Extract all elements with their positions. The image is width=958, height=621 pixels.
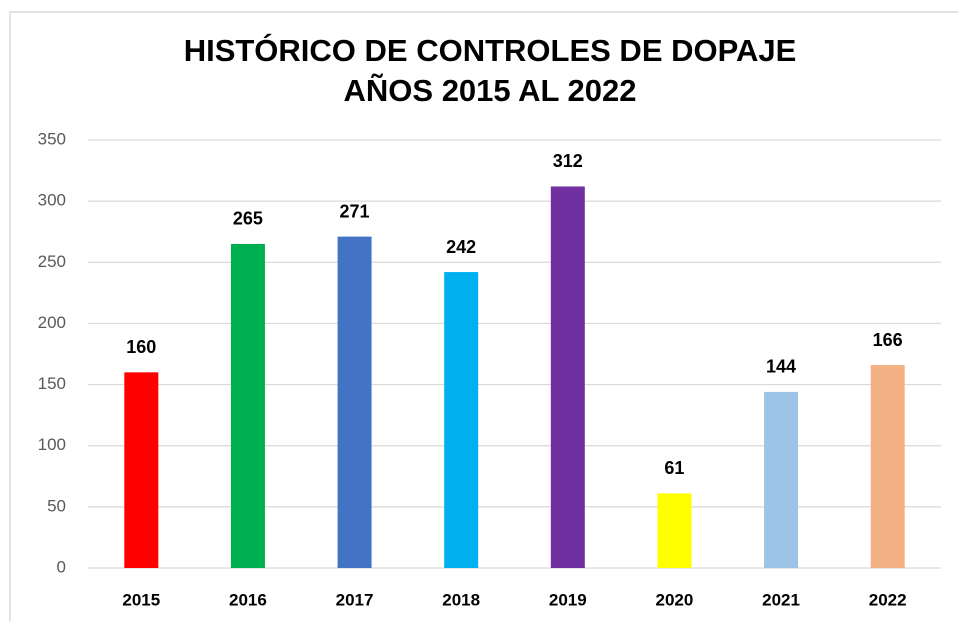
x-tick-label: 2018 — [442, 590, 480, 609]
value-label: 61 — [664, 458, 684, 478]
x-tick-label: 2022 — [869, 590, 907, 609]
y-tick-label: 150 — [38, 374, 66, 393]
bar — [337, 236, 372, 568]
y-tick-label: 50 — [47, 496, 66, 515]
y-tick-label: 200 — [38, 313, 66, 332]
x-tick-label: 2020 — [656, 590, 694, 609]
bar — [550, 186, 585, 568]
y-tick-label: 100 — [38, 435, 66, 454]
bar — [230, 243, 265, 568]
value-label: 271 — [340, 201, 370, 221]
bar — [657, 493, 692, 568]
bar — [870, 365, 905, 568]
x-tick-label: 2021 — [762, 590, 800, 609]
value-label: 160 — [126, 337, 156, 357]
bar — [764, 391, 799, 568]
bar — [444, 272, 479, 568]
bar — [124, 372, 159, 568]
chart-title: HISTÓRICO DE CONTROLES DE DOPAJE — [184, 32, 797, 68]
value-label: 312 — [553, 151, 583, 171]
value-label: 265 — [233, 209, 263, 229]
chart-border — [9, 11, 958, 621]
value-label: 144 — [766, 357, 796, 377]
value-label: 166 — [873, 330, 903, 350]
x-tick-label: 2015 — [122, 590, 160, 609]
value-label: 242 — [446, 237, 476, 257]
y-tick-label: 300 — [38, 191, 66, 210]
x-tick-label: 2019 — [549, 590, 587, 609]
y-tick-label: 0 — [57, 557, 66, 576]
chart-title: AÑOS 2015 AL 2022 — [344, 73, 637, 108]
x-tick-label: 2016 — [229, 590, 267, 609]
y-tick-label: 250 — [38, 252, 66, 271]
x-tick-label: 2017 — [336, 590, 374, 609]
y-tick-label: 350 — [38, 129, 66, 148]
